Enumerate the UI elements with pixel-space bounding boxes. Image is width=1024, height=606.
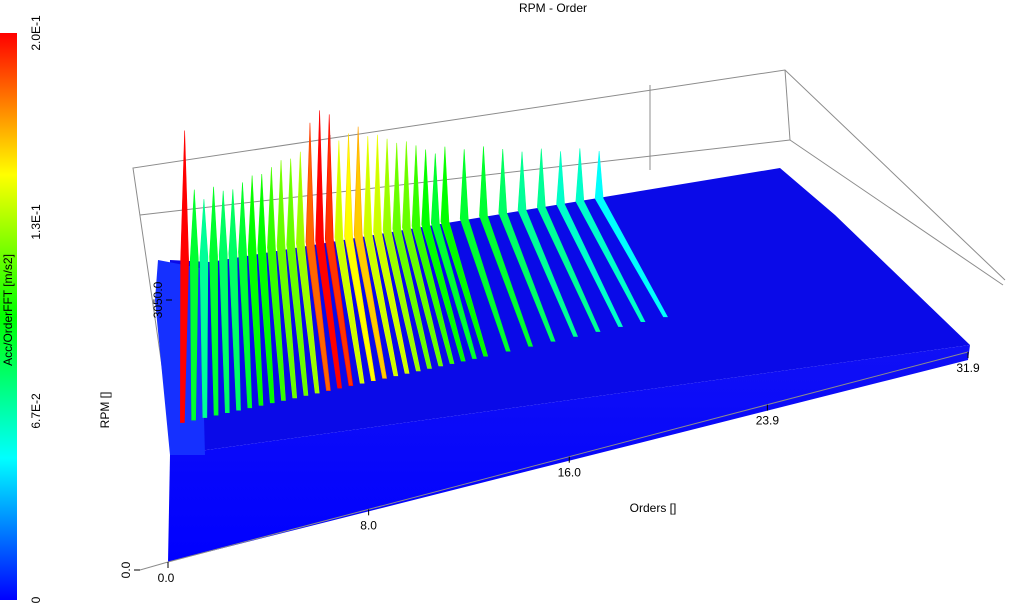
surface-floor (168, 345, 970, 562)
y-axis-label: RPM [] (98, 392, 112, 429)
x-tick-label: 0.0 (158, 571, 175, 585)
x-tick-label: 8.0 (360, 518, 377, 532)
order-ridge (257, 174, 275, 404)
order-ridge (315, 110, 343, 389)
axis-base-front (167, 351, 969, 563)
order-ridge (353, 126, 387, 379)
order-ridge (286, 158, 309, 396)
order-ridge (479, 146, 534, 347)
surface-plot (155, 110, 970, 562)
axis-base-left (139, 561, 169, 571)
colorbar-tick-label: 1.3E-1 (29, 204, 43, 240)
order-ridge (575, 148, 646, 323)
order-ridge (382, 138, 421, 372)
order-ridge (594, 151, 668, 318)
order-ridge (392, 142, 432, 369)
order-ridge (199, 199, 209, 418)
order-ridge (228, 189, 241, 411)
order-ridge (556, 151, 623, 327)
order-ridge (296, 151, 320, 394)
order-ridge (421, 149, 466, 362)
x-tick-label: 16.0 (558, 466, 582, 480)
order-ridge (209, 186, 219, 416)
order-ridge (305, 122, 331, 391)
colorbar-tick-label: 6.7E-2 (29, 393, 43, 429)
x-tick-label: 23.9 (756, 414, 780, 428)
colorbar: 0 6.7E-2 1.3E-1 2.0E-1 Acc/OrderFFT [m/s2] (0, 15, 43, 603)
order-ridge (238, 182, 253, 409)
y-tick-label: 0.0 (119, 561, 133, 578)
order-ridge (517, 151, 579, 337)
order-ridge (276, 160, 298, 399)
order-ridge (363, 136, 399, 377)
y-tick-label: 3050.0 (151, 281, 165, 318)
x-axis-label: Orders [] (630, 501, 677, 515)
order-ridge (189, 189, 199, 421)
order-ridge (430, 153, 477, 359)
order-ridge (180, 130, 189, 423)
order-ridge (324, 114, 354, 386)
order-ridge (459, 149, 511, 352)
colorbar-tick-label: 0 (29, 596, 43, 603)
chart-title: RPM - Order (519, 1, 587, 15)
colorbar-tick-label: 2.0E-1 (29, 15, 43, 51)
order-ridge (440, 146, 489, 357)
order-ridge (402, 141, 444, 367)
order-ridge (267, 167, 286, 401)
order-ridge (536, 148, 601, 332)
order-ridge (498, 148, 556, 342)
order-ridge (411, 145, 455, 364)
colorbar-gradient (0, 33, 17, 600)
order-ridge (334, 140, 365, 384)
x-tick-label: 31.9 (956, 361, 980, 375)
order-ridge (344, 133, 376, 382)
order-ridge (373, 134, 410, 374)
order-ridge (247, 175, 264, 406)
colorbar-label: Acc/OrderFFT [m/s2] (1, 254, 15, 366)
order-ridge (218, 190, 230, 414)
